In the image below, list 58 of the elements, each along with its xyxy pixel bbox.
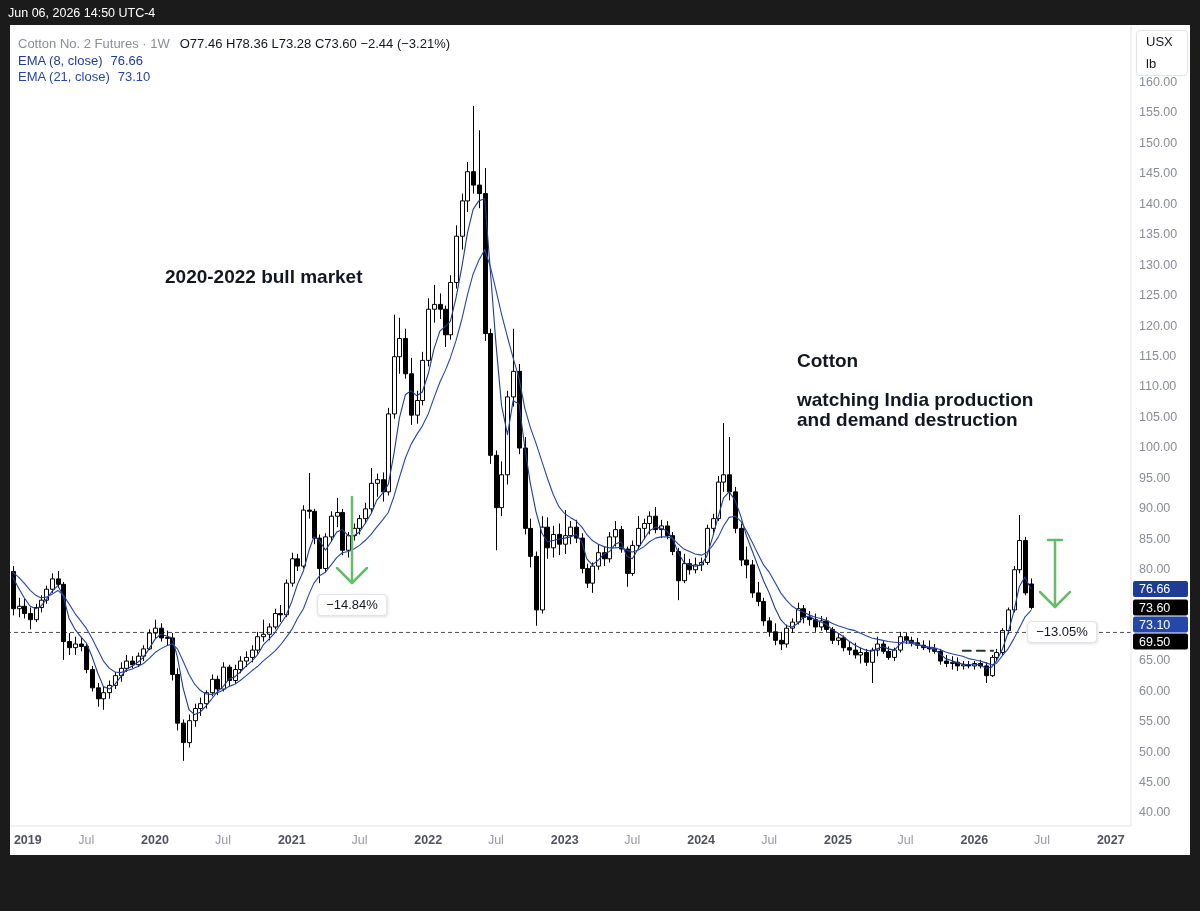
y-tick-label: 50.00 (1139, 744, 1171, 759)
text: Cotton No. 2 Futures · 1W (18, 36, 170, 51)
x-tick-label: 2019 (13, 833, 42, 847)
text: Jun 06, 2026 14:50 UTC-4 (8, 5, 156, 21)
y-tick-label: 60.00 (1139, 683, 1171, 698)
y-tick-label: 55.00 (1139, 714, 1171, 729)
y-tick-label: 85.00 (1139, 531, 1171, 546)
x-tick-label: 2025 (824, 833, 852, 847)
x-tick-label: 2026 (960, 833, 989, 847)
x-tick-label: Jul (351, 833, 368, 847)
y-tick-label: 140.00 (1139, 196, 1178, 211)
x-tick-label: 2024 (687, 833, 716, 847)
x-tick-label: 2022 (414, 833, 443, 847)
y-tick-label: 105.00 (1139, 409, 1178, 424)
y-tick-label: 160.00 (1139, 75, 1178, 90)
y-tick-label: 130.00 (1139, 257, 1178, 272)
x-tick-label: Jul (487, 833, 504, 847)
annotation: −13.05% (1027, 621, 1097, 643)
y-tick-label: 135.00 (1139, 227, 1178, 242)
y-tick-label: 100.00 (1139, 440, 1178, 455)
text: 73.60 (1139, 600, 1171, 615)
text: 73.10 (1139, 617, 1171, 632)
x-tick-label: Jul (78, 833, 95, 847)
y-tick-label: 155.00 (1139, 105, 1178, 120)
x-tick-label: 2027 (1096, 833, 1125, 847)
y-tick-label: 80.00 (1139, 561, 1171, 576)
annotation: −14.84% (317, 594, 387, 616)
text: lb (1146, 56, 1157, 72)
y-tick-label: 125.00 (1139, 288, 1178, 303)
y-tick-label: 115.00 (1139, 348, 1177, 363)
y-tick-label: 120.00 (1139, 318, 1178, 333)
y-tick-label: 95.00 (1139, 470, 1171, 485)
x-tick-label: 2020 (141, 833, 169, 847)
x-tick-label: 2023 (550, 833, 579, 847)
y-tick-label: 40.00 (1139, 805, 1171, 820)
x-tick-label: Jul (624, 833, 641, 847)
text: USX (1146, 34, 1173, 50)
annotation: watching India production and demand destruction (797, 389, 1034, 430)
annotation: 73.10 (117, 69, 151, 84)
y-tick-label: 45.00 (1139, 775, 1171, 790)
text: 76.66 (1139, 582, 1171, 597)
x-tick-label: Jul (761, 833, 778, 847)
annotation: 76.66 (110, 53, 144, 68)
annotation: Cotton (797, 350, 859, 372)
x-tick-label: 2021 (277, 833, 306, 847)
text: EMA (8, close) (18, 53, 103, 68)
y-tick-label: 90.00 (1139, 501, 1171, 516)
annotation: 2020-2022 bull market (165, 266, 363, 288)
y-tick-label: 145.00 (1139, 166, 1178, 181)
x-tick-label: Jul (1034, 833, 1051, 847)
x-tick-label: Jul (897, 833, 914, 847)
y-tick-label: 110.00 (1139, 379, 1177, 394)
y-tick-label: 65.00 (1139, 653, 1171, 668)
text: EMA (21, close) (18, 69, 110, 84)
y-tick-label: 150.00 (1139, 135, 1178, 150)
text: O77.46 H78.36 L73.28 C73.60 −2.44 (−3.21%) (179, 36, 451, 51)
x-tick-label: Jul (215, 833, 232, 847)
ref-line-label: 69.50 (1139, 634, 1171, 649)
